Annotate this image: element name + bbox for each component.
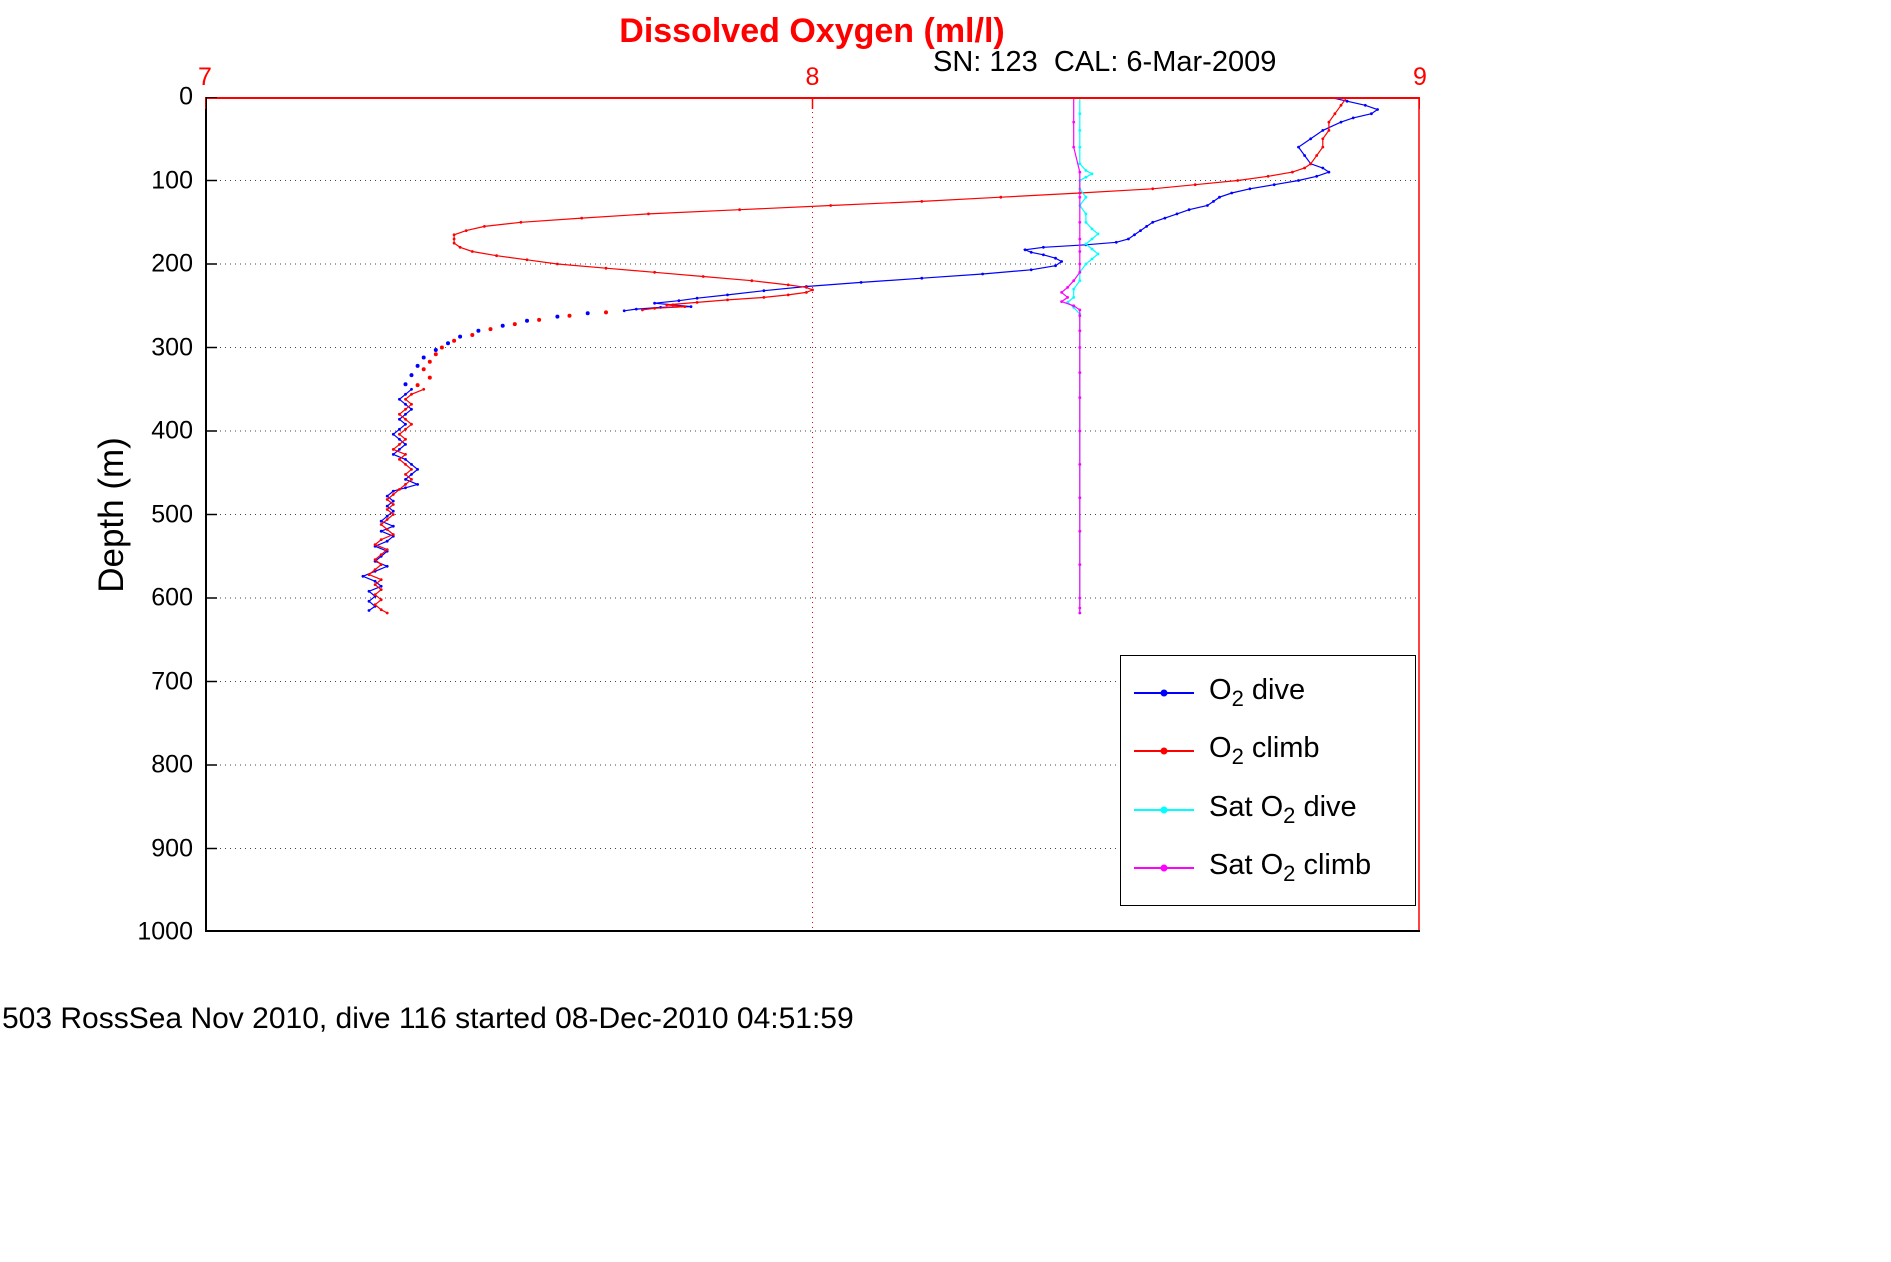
- legend-line-sample: [1134, 806, 1194, 814]
- legend: O2 dive O2 climb Sat O2 dive Sat O2 clim…: [1120, 655, 1416, 906]
- legend-marker-dot-icon: [1160, 864, 1168, 872]
- legend-marker-dot-icon: [1160, 806, 1168, 814]
- y-tick-label: 400: [151, 416, 193, 445]
- legend-line-sample: [1134, 747, 1194, 755]
- legend-marker-dot-icon: [1160, 747, 1168, 755]
- x-tick-label: 9: [1413, 63, 1427, 91]
- legend-marker-dot-icon: [1160, 689, 1168, 697]
- chart-subtitle: SN: 123 CAL: 6-Mar-2009: [933, 46, 1277, 78]
- x-tick-label: 8: [805, 63, 820, 91]
- y-axis-ticks: 0 100 200 300 400 500 600 700 800 900 1000: [0, 83, 193, 946]
- figure-caption: 503 RossSea Nov 2010, dive 116 started 0…: [2, 1002, 854, 1035]
- y-tick-label: 900: [151, 834, 193, 862]
- y-tick-label: 700: [151, 667, 193, 695]
- legend-line-sample: [1134, 864, 1194, 872]
- legend-item-sat-o2-dive: Sat O2 dive: [1121, 791, 1415, 829]
- y-tick-label: 0: [179, 82, 193, 111]
- y-tick-label: 200: [151, 249, 193, 278]
- legend-item-sat-o2-climb: Sat O2 climb: [1121, 849, 1415, 887]
- y-tick-label: 1000: [137, 917, 193, 946]
- y-tick-label: 600: [151, 583, 193, 612]
- legend-item-o2-climb: O2 climb: [1121, 732, 1415, 770]
- y-tick-label: 500: [151, 500, 193, 528]
- chart-title: Dissolved Oxygen (ml/l): [619, 12, 1005, 50]
- plot-area: [205, 97, 1420, 932]
- y-tick-label: 300: [151, 333, 193, 361]
- legend-item-label: Sat O2 climb: [1209, 848, 1372, 886]
- legend-line-sample: [1134, 689, 1194, 697]
- legend-item-o2-dive: O2 dive: [1121, 674, 1415, 712]
- plot-svg: [205, 97, 1420, 932]
- x-tick-label: 7: [198, 63, 212, 91]
- legend-item-label: O2 dive: [1209, 674, 1306, 712]
- x-axis-ticks: 7 8 9: [198, 60, 1427, 92]
- legend-item-label: O2 climb: [1209, 732, 1320, 770]
- legend-item-label: Sat O2 dive: [1209, 790, 1357, 828]
- y-tick-label: 100: [151, 166, 193, 194]
- y-tick-label: 800: [151, 750, 193, 779]
